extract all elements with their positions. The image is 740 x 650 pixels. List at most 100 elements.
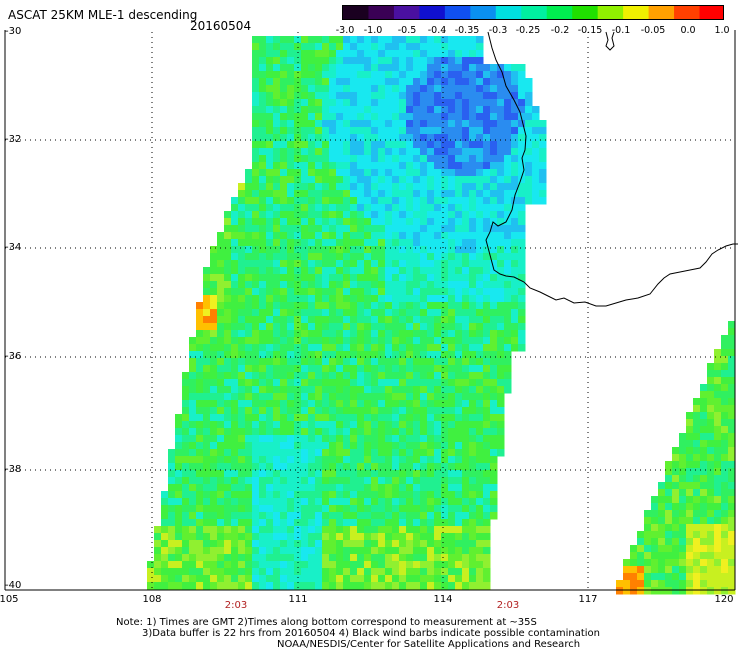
wind-cell bbox=[518, 78, 526, 86]
wind-cell bbox=[329, 407, 337, 415]
wind-cell bbox=[420, 554, 428, 562]
wind-cell bbox=[217, 519, 225, 527]
wind-cell bbox=[329, 113, 337, 121]
wind-cell bbox=[364, 372, 372, 380]
wind-cell bbox=[294, 547, 302, 555]
wind-cell bbox=[539, 148, 547, 156]
wind-cell bbox=[392, 225, 400, 233]
wind-cell bbox=[441, 428, 449, 436]
wind-cell bbox=[259, 575, 267, 583]
wind-cell bbox=[434, 456, 442, 464]
wind-cell bbox=[301, 134, 309, 142]
wind-cell bbox=[364, 449, 372, 457]
wind-cell bbox=[322, 351, 330, 359]
wind-cell bbox=[189, 547, 197, 555]
wind-cell bbox=[497, 344, 505, 352]
wind-cell bbox=[455, 155, 463, 163]
wind-cell bbox=[259, 407, 267, 415]
wind-cell bbox=[364, 197, 372, 205]
wind-cell bbox=[315, 435, 323, 443]
wind-cell bbox=[231, 309, 239, 317]
wind-cell bbox=[462, 309, 470, 317]
wind-cell bbox=[483, 274, 491, 282]
wind-cell bbox=[161, 582, 169, 590]
wind-cell bbox=[469, 218, 477, 226]
wind-cell bbox=[203, 498, 211, 506]
wind-cell bbox=[308, 533, 316, 541]
wind-cell bbox=[231, 442, 239, 450]
wind-cell bbox=[231, 575, 239, 583]
wind-cell bbox=[462, 526, 470, 534]
wind-cell bbox=[462, 288, 470, 296]
wind-cell bbox=[357, 197, 365, 205]
wind-cell bbox=[280, 162, 288, 170]
wind-cell bbox=[406, 260, 414, 268]
wind-cell bbox=[462, 85, 470, 93]
wind-cell bbox=[259, 351, 267, 359]
wind-cell bbox=[273, 484, 281, 492]
wind-cell bbox=[266, 295, 274, 303]
wind-cell bbox=[378, 78, 386, 86]
wind-cell bbox=[224, 575, 232, 583]
wind-cell bbox=[707, 440, 715, 448]
wind-cell bbox=[385, 302, 393, 310]
wind-cell bbox=[518, 344, 526, 352]
wind-cell bbox=[336, 568, 344, 576]
wind-cell bbox=[168, 449, 176, 457]
wind-cell bbox=[308, 379, 316, 387]
wind-cell bbox=[399, 512, 407, 520]
wind-cell bbox=[245, 323, 253, 331]
wind-cell bbox=[301, 372, 309, 380]
wind-cell bbox=[224, 358, 232, 366]
wind-cell bbox=[490, 267, 498, 275]
wind-cell bbox=[182, 519, 190, 527]
wind-cell bbox=[420, 274, 428, 282]
wind-cell bbox=[707, 587, 715, 595]
wind-cell bbox=[203, 540, 211, 548]
wind-cell bbox=[392, 400, 400, 408]
wind-cell bbox=[350, 302, 358, 310]
wind-cell bbox=[301, 484, 309, 492]
wind-cell bbox=[455, 358, 463, 366]
wind-cell bbox=[497, 316, 505, 324]
wind-cell bbox=[336, 190, 344, 198]
wind-cell bbox=[518, 204, 526, 212]
wind-cell bbox=[175, 575, 183, 583]
wind-cell bbox=[231, 316, 239, 324]
wind-cell bbox=[665, 552, 673, 560]
wind-cell bbox=[672, 517, 680, 525]
wind-cell bbox=[329, 274, 337, 282]
wind-cell bbox=[245, 421, 253, 429]
wind-cell bbox=[420, 498, 428, 506]
wind-cell bbox=[434, 253, 442, 261]
wind-cell bbox=[427, 211, 435, 219]
wind-cell bbox=[329, 358, 337, 366]
wind-cell bbox=[196, 351, 204, 359]
wind-cell bbox=[518, 176, 526, 184]
wind-cell bbox=[322, 71, 330, 79]
wind-cell bbox=[343, 421, 351, 429]
wind-cell bbox=[301, 344, 309, 352]
wind-cell bbox=[714, 461, 722, 469]
wind-cell bbox=[273, 134, 281, 142]
wind-cell bbox=[469, 337, 477, 345]
wind-cell bbox=[476, 162, 484, 170]
wind-cell bbox=[280, 512, 288, 520]
wind-cell bbox=[483, 113, 491, 121]
wind-cell bbox=[728, 552, 736, 560]
wind-cell bbox=[686, 433, 694, 441]
wind-cell bbox=[686, 538, 694, 546]
wind-cell bbox=[280, 519, 288, 527]
wind-cell bbox=[385, 491, 393, 499]
wind-cell bbox=[371, 421, 379, 429]
wind-cell bbox=[329, 232, 337, 240]
wind-cell bbox=[217, 435, 225, 443]
wind-cell bbox=[350, 134, 358, 142]
wind-cell bbox=[392, 211, 400, 219]
wind-cell bbox=[238, 232, 246, 240]
wind-cell bbox=[511, 120, 519, 128]
wind-cell bbox=[399, 106, 407, 114]
wind-cell bbox=[273, 393, 281, 401]
wind-cell bbox=[371, 64, 379, 72]
wind-cell bbox=[434, 190, 442, 198]
